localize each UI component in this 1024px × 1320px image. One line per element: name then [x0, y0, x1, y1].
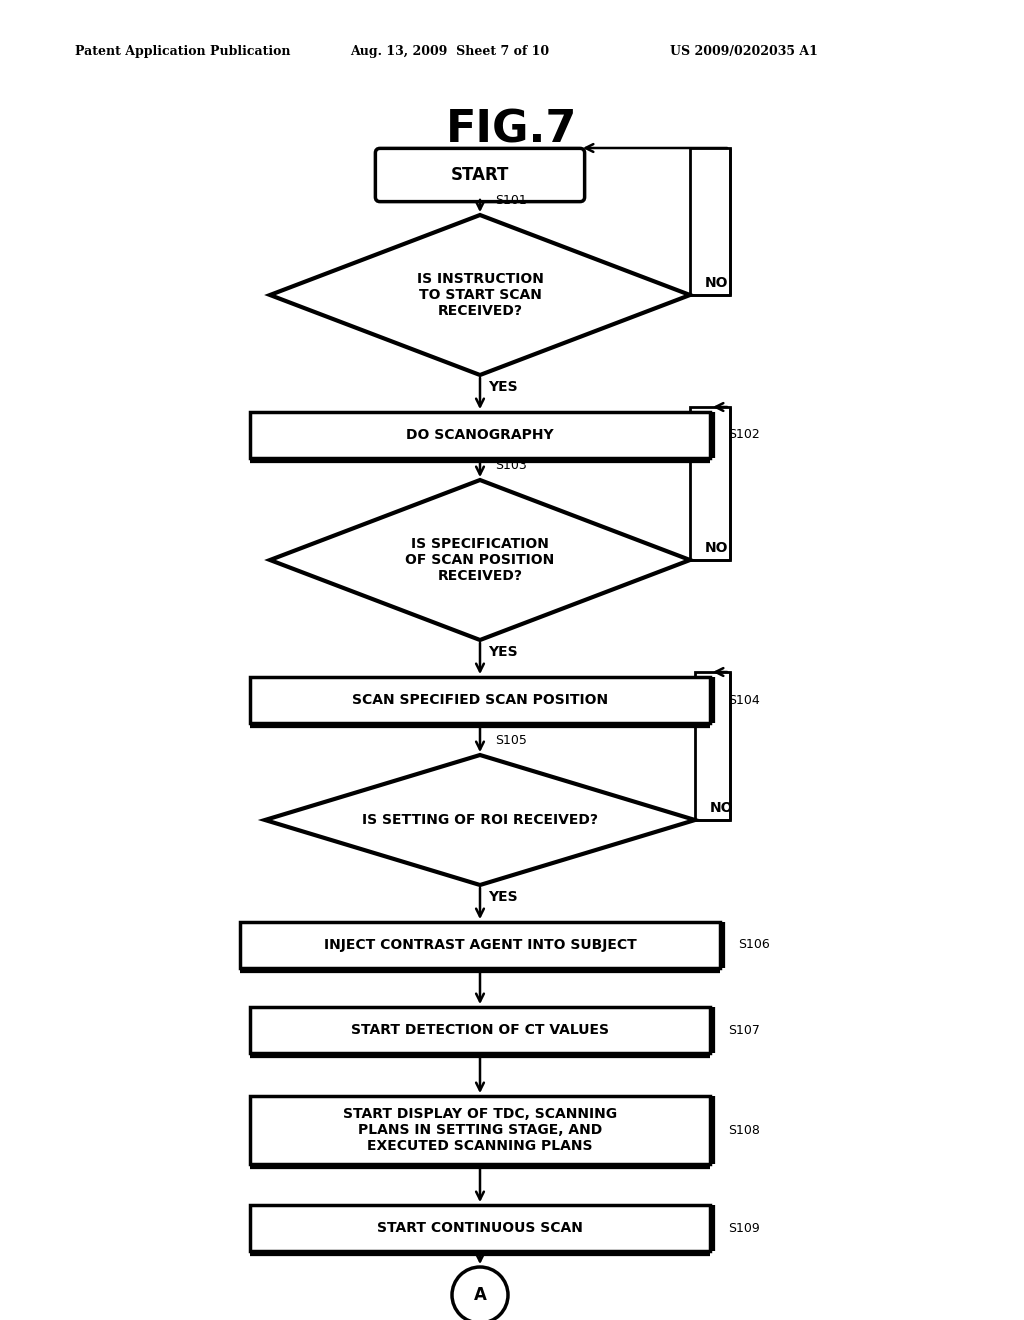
Text: IS INSTRUCTION
TO START SCAN
RECEIVED?: IS INSTRUCTION TO START SCAN RECEIVED? — [417, 272, 544, 318]
Text: YES: YES — [488, 890, 517, 904]
Text: S101: S101 — [495, 194, 526, 207]
Text: START: START — [451, 166, 509, 183]
Text: S108: S108 — [728, 1123, 760, 1137]
Bar — [695, 672, 730, 820]
Polygon shape — [270, 480, 690, 640]
Bar — [250, 1096, 710, 1164]
Text: S106: S106 — [738, 939, 770, 952]
Text: IS SETTING OF ROI RECEIVED?: IS SETTING OF ROI RECEIVED? — [362, 813, 598, 828]
Text: NO: NO — [705, 276, 728, 290]
Text: S109: S109 — [728, 1221, 760, 1234]
Text: US 2009/0202035 A1: US 2009/0202035 A1 — [670, 45, 818, 58]
Text: DO SCANOGRAPHY: DO SCANOGRAPHY — [407, 428, 554, 442]
Text: START DISPLAY OF TDC, SCANNING
PLANS IN SETTING STAGE, AND
EXECUTED SCANNING PLA: START DISPLAY OF TDC, SCANNING PLANS IN … — [343, 1106, 617, 1154]
Text: IS SPECIFICATION
OF SCAN POSITION
RECEIVED?: IS SPECIFICATION OF SCAN POSITION RECEIV… — [406, 537, 555, 583]
Bar — [250, 1007, 710, 1053]
Text: A: A — [473, 1286, 486, 1304]
Text: YES: YES — [488, 380, 517, 393]
FancyBboxPatch shape — [376, 148, 585, 202]
Text: START DETECTION OF CT VALUES: START DETECTION OF CT VALUES — [351, 1023, 609, 1038]
Bar — [250, 1205, 710, 1251]
Text: INJECT CONTRAST AGENT INTO SUBJECT: INJECT CONTRAST AGENT INTO SUBJECT — [324, 939, 636, 952]
Polygon shape — [270, 215, 690, 375]
Bar — [250, 677, 710, 723]
Text: S107: S107 — [728, 1023, 760, 1036]
Bar — [690, 148, 730, 294]
Circle shape — [452, 1267, 508, 1320]
Polygon shape — [265, 755, 695, 884]
Text: NO: NO — [710, 801, 733, 814]
Text: S104: S104 — [728, 693, 760, 706]
Text: FIG.7: FIG.7 — [446, 108, 578, 152]
Text: START CONTINUOUS SCAN: START CONTINUOUS SCAN — [377, 1221, 583, 1236]
Bar — [690, 407, 730, 560]
Text: S103: S103 — [495, 459, 526, 473]
Text: YES: YES — [488, 645, 517, 659]
Text: SCAN SPECIFIED SCAN POSITION: SCAN SPECIFIED SCAN POSITION — [352, 693, 608, 708]
Bar — [250, 412, 710, 458]
Bar — [240, 921, 720, 968]
Text: Aug. 13, 2009  Sheet 7 of 10: Aug. 13, 2009 Sheet 7 of 10 — [350, 45, 549, 58]
Text: S102: S102 — [728, 429, 760, 441]
Text: S105: S105 — [495, 734, 527, 747]
Text: Patent Application Publication: Patent Application Publication — [75, 45, 291, 58]
Text: NO: NO — [705, 541, 728, 554]
